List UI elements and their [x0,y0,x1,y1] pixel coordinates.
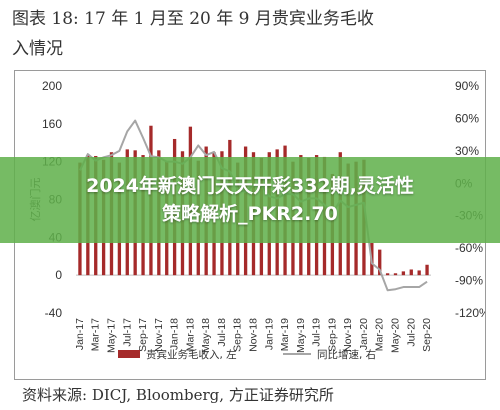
y-left-tick-label: 0 [55,268,62,282]
bar [401,271,406,276]
x-tick-label: Sep-19 [326,318,338,352]
x-tick-label: Sep-17 [137,318,149,352]
legend-bar-label: 贵宾业务毛收入, 左 [146,348,237,361]
bar [409,269,413,276]
y-left-tick-label: -40 [45,306,63,320]
y-right-tick-label: -90% [455,274,483,288]
x-tick-label: Mar-20 [374,318,386,351]
x-tick-label: Jul-18 [216,318,228,347]
x-tick-label: Mar-18 [184,318,196,351]
bar [393,273,398,276]
x-tick-label: Sep-20 [421,318,433,352]
bar [417,270,421,276]
x-tick-label: Nov-18 [248,318,260,352]
x-tick-label: May-19 [295,318,307,353]
x-tick-label: Jan-20 [358,318,370,350]
bar [425,264,429,276]
banner-line-1: 2024年新澳门天天开彩332期,灵活性 [86,175,414,197]
x-tick-label: Jul-17 [121,318,133,347]
x-tick-label: May-20 [390,318,402,353]
figure-source: 资料来源: DICJ, Bloomberg, 方正证券研究所 [22,386,334,404]
x-tick-label: Mar-19 [279,318,291,351]
bar [378,249,382,276]
y-left-tick-label: 160 [42,117,62,131]
legend-line-label: 同比增速, 右 [317,348,376,361]
x-tick-label: Sep-18 [232,318,244,352]
figure-title: 图表 18: 17 年 1 月至 20 年 9 月贵宾业务毛收 [12,9,374,29]
y-right-tick-label: -120% [455,306,485,320]
overlay-banner[interactable]: 2024年新澳门天天开彩332期,灵活性 策略解析_PKR2.70 [0,157,500,243]
x-tick-label: Jul-20 [405,318,417,347]
y-right-tick-label: 30% [455,144,479,158]
x-tick-label: Jan-18 [169,318,181,350]
legend-bar-swatch [118,350,140,358]
y-right-tick-label: 90% [455,79,479,93]
x-tick-label: Jan-19 [263,318,275,350]
y-left-tick-label: 200 [42,79,62,93]
x-tick-label: Jul-19 [311,318,323,347]
x-tick-label: Nov-19 [342,318,354,352]
x-tick-label: Jan-17 [74,318,86,350]
figure-title-continued: 入情况 [12,39,63,59]
banner-line-2: 策略解析_PKR2.70 [162,203,338,225]
x-tick-label: May-18 [200,318,212,353]
x-tick-label: Mar-17 [90,318,102,351]
y-right-tick-label: 60% [455,111,479,125]
bar [385,273,390,276]
x-tick-label: May-17 [106,318,118,353]
y-right-tick-label: -60% [455,241,483,255]
x-tick-label: Nov-17 [153,318,165,352]
